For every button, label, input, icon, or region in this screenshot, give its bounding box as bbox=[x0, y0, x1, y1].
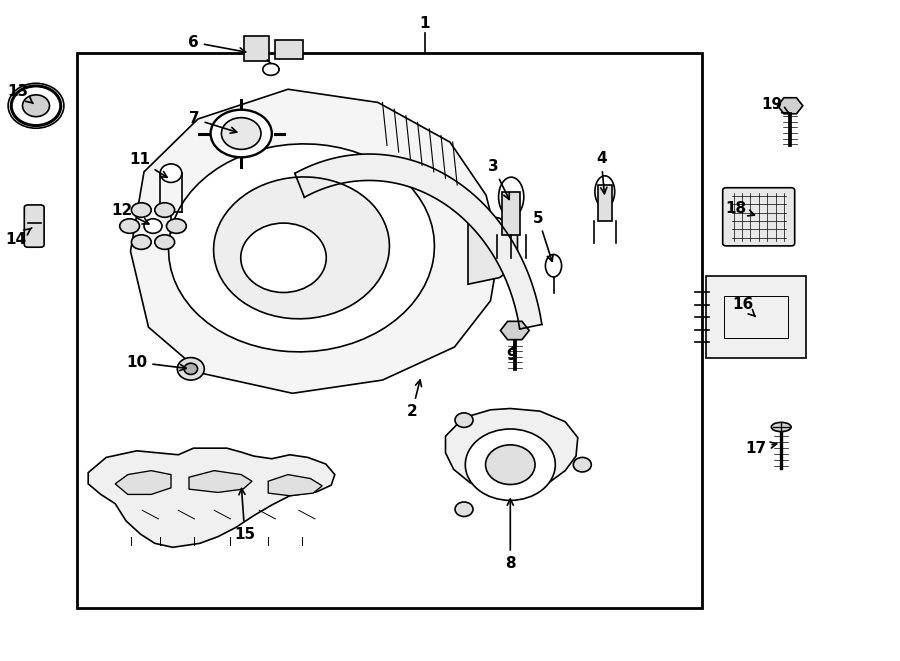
FancyBboxPatch shape bbox=[24, 205, 44, 247]
Ellipse shape bbox=[144, 219, 162, 233]
Ellipse shape bbox=[455, 413, 473, 428]
Ellipse shape bbox=[120, 219, 140, 233]
FancyBboxPatch shape bbox=[274, 40, 303, 59]
Ellipse shape bbox=[160, 164, 182, 182]
Bar bbox=[598, 185, 612, 221]
Text: 8: 8 bbox=[505, 499, 516, 570]
Text: 1: 1 bbox=[419, 16, 430, 30]
Bar bbox=[502, 192, 520, 235]
Ellipse shape bbox=[131, 203, 151, 217]
Text: 13: 13 bbox=[7, 84, 33, 103]
Polygon shape bbox=[130, 89, 500, 393]
Text: 11: 11 bbox=[129, 153, 167, 177]
Text: 10: 10 bbox=[126, 355, 186, 371]
Polygon shape bbox=[778, 98, 803, 114]
Polygon shape bbox=[268, 475, 322, 496]
Ellipse shape bbox=[177, 358, 204, 380]
Polygon shape bbox=[500, 321, 529, 340]
Ellipse shape bbox=[221, 118, 261, 149]
Ellipse shape bbox=[11, 86, 61, 126]
Text: 19: 19 bbox=[761, 97, 788, 113]
Text: 2: 2 bbox=[407, 380, 421, 418]
FancyBboxPatch shape bbox=[706, 276, 806, 358]
Bar bbox=[724, 296, 788, 338]
Ellipse shape bbox=[455, 502, 473, 516]
Text: 14: 14 bbox=[5, 228, 32, 247]
Ellipse shape bbox=[168, 144, 435, 352]
Ellipse shape bbox=[486, 445, 535, 485]
Ellipse shape bbox=[213, 177, 390, 319]
Ellipse shape bbox=[155, 203, 175, 217]
FancyBboxPatch shape bbox=[723, 188, 795, 246]
Ellipse shape bbox=[155, 235, 175, 249]
FancyBboxPatch shape bbox=[244, 36, 269, 61]
Text: 3: 3 bbox=[488, 159, 509, 200]
Polygon shape bbox=[295, 154, 542, 329]
Text: 12: 12 bbox=[111, 203, 148, 224]
Text: 4: 4 bbox=[596, 151, 607, 194]
Text: 9: 9 bbox=[506, 345, 517, 363]
Ellipse shape bbox=[595, 176, 615, 208]
Text: 7: 7 bbox=[189, 112, 237, 134]
Ellipse shape bbox=[131, 235, 151, 249]
Text: 17: 17 bbox=[745, 441, 777, 455]
Polygon shape bbox=[468, 212, 518, 284]
Ellipse shape bbox=[499, 177, 524, 217]
Ellipse shape bbox=[22, 95, 50, 116]
Polygon shape bbox=[189, 471, 252, 492]
Text: 15: 15 bbox=[234, 488, 256, 541]
Ellipse shape bbox=[184, 364, 197, 374]
Polygon shape bbox=[446, 408, 578, 494]
Ellipse shape bbox=[166, 219, 186, 233]
Ellipse shape bbox=[465, 429, 555, 500]
Polygon shape bbox=[88, 448, 335, 547]
Text: 18: 18 bbox=[725, 201, 754, 216]
Polygon shape bbox=[115, 471, 171, 494]
Ellipse shape bbox=[241, 223, 326, 292]
Bar bbox=[76, 53, 702, 608]
Text: 5: 5 bbox=[533, 211, 554, 261]
Ellipse shape bbox=[545, 254, 562, 277]
Text: 16: 16 bbox=[732, 297, 755, 317]
Ellipse shape bbox=[771, 422, 791, 432]
Text: 6: 6 bbox=[188, 35, 246, 54]
Ellipse shape bbox=[211, 110, 272, 157]
Ellipse shape bbox=[573, 457, 591, 472]
